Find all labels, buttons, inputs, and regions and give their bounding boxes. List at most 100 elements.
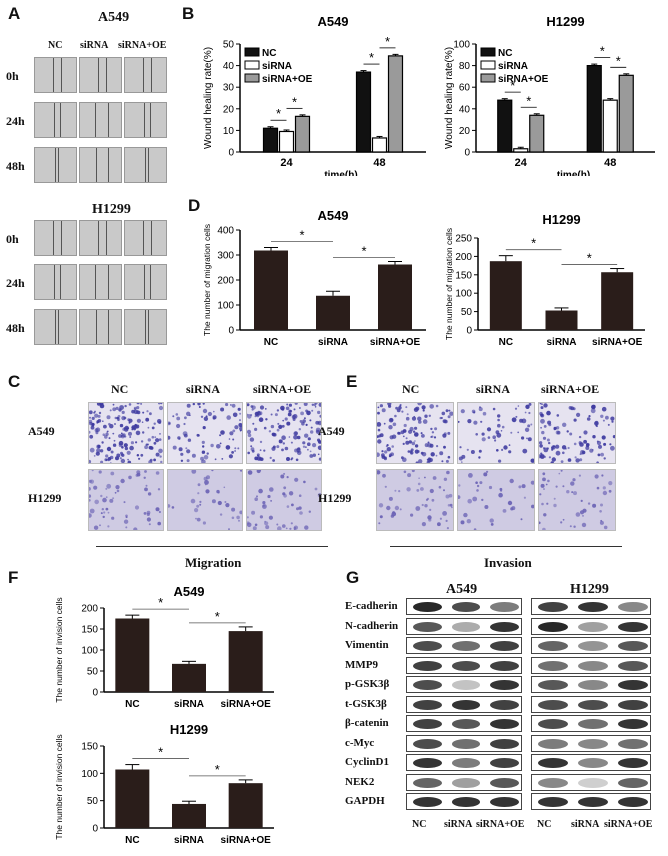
- stained-cell: [547, 420, 552, 425]
- stained-cell: [200, 415, 204, 418]
- stained-cell: [201, 440, 205, 444]
- stained-cell: [123, 501, 126, 504]
- stained-cell: [231, 516, 235, 520]
- stained-cell: [573, 418, 577, 422]
- stained-cell: [276, 445, 280, 449]
- stained-cell: [312, 443, 317, 448]
- stained-cell: [415, 506, 421, 511]
- blot-strip: [406, 676, 522, 693]
- stained-cell: [508, 450, 512, 454]
- stained-cell: [556, 414, 560, 417]
- stained-cell: [479, 406, 481, 408]
- stained-cell: [268, 515, 273, 520]
- stain-texture: [247, 403, 321, 462]
- stained-cell: [439, 517, 442, 520]
- x-tick-label: 24: [280, 157, 293, 169]
- stained-cell: [417, 403, 422, 406]
- stained-cell: [151, 426, 155, 430]
- protein-band: [451, 738, 481, 749]
- blot-protein-label: GAPDH: [345, 795, 385, 807]
- stained-cell: [224, 501, 227, 503]
- stained-cell: [186, 403, 191, 408]
- stained-cell: [247, 470, 253, 475]
- chart-f-h1299: H1299 0 50 100 150 The number of invision cel…: [54, 722, 274, 846]
- stained-cell: [498, 459, 502, 463]
- stained-cell: [596, 461, 599, 463]
- stained-cell: [543, 425, 547, 428]
- stained-cell: [409, 426, 414, 432]
- stained-cell: [418, 477, 420, 479]
- stained-cell: [435, 454, 438, 457]
- protein-band: [538, 602, 568, 612]
- stained-cell: [475, 481, 478, 484]
- stained-cell: [498, 492, 503, 498]
- stained-cell: [511, 506, 516, 511]
- y-tick-label: 60: [459, 83, 471, 94]
- stained-cell: [264, 520, 266, 523]
- stained-cell: [307, 448, 309, 451]
- stained-cell: [109, 409, 112, 412]
- stain-col-header: NC: [111, 382, 129, 396]
- wound-edge-line: [55, 310, 56, 344]
- stained-cell: [232, 412, 238, 418]
- stained-cell: [127, 460, 132, 463]
- stain-image: [376, 469, 454, 531]
- stained-cell: [256, 411, 262, 416]
- stained-cell: [561, 445, 567, 450]
- stained-cell: [228, 438, 231, 440]
- stained-cell: [443, 489, 445, 492]
- stained-cell: [247, 521, 250, 525]
- y-tick-label: 40: [223, 61, 235, 72]
- stained-cell: [259, 405, 265, 410]
- stained-cell: [217, 491, 220, 494]
- stained-cell: [502, 509, 507, 513]
- stained-cell: [106, 483, 112, 489]
- panel-label-b: B: [182, 4, 195, 23]
- stained-cell: [259, 440, 263, 444]
- stained-cell: [221, 458, 224, 460]
- stained-cell: [427, 441, 430, 444]
- panel-a-row-label: 0h: [6, 232, 19, 246]
- stained-cell: [377, 428, 381, 432]
- wound-image: [34, 147, 77, 183]
- stained-cell: [445, 519, 448, 522]
- bar: [278, 130, 295, 153]
- blot-strip: [406, 656, 522, 674]
- protein-band: [490, 641, 519, 651]
- protein-band: [618, 758, 648, 768]
- stained-cell: [258, 488, 263, 494]
- wound-edge-line: [59, 265, 61, 299]
- stained-cell: [306, 410, 311, 416]
- stained-cell: [101, 441, 104, 444]
- stained-cell: [125, 526, 128, 529]
- stained-cell: [120, 458, 126, 463]
- stained-cell: [259, 449, 262, 452]
- stained-cell: [377, 422, 382, 427]
- stained-cell: [525, 404, 530, 409]
- stained-cell: [578, 474, 581, 477]
- panel-a-row-label: 24h: [6, 114, 25, 128]
- stain-texture: [377, 403, 453, 463]
- y-tick-label: 100: [453, 40, 470, 51]
- stained-cell: [286, 421, 291, 426]
- protein-band: [413, 660, 442, 671]
- stained-cell: [298, 428, 301, 431]
- stained-cell: [389, 435, 394, 440]
- stained-cell: [133, 527, 138, 530]
- stained-cell: [579, 458, 583, 462]
- stained-cell: [587, 502, 591, 505]
- stained-cell: [263, 449, 266, 452]
- significance-star: *: [215, 762, 220, 777]
- stained-cell: [600, 503, 603, 507]
- stained-cell: [467, 498, 472, 504]
- stained-cell: [436, 445, 439, 448]
- stained-cell: [309, 419, 312, 422]
- stained-cell: [285, 527, 288, 530]
- protein-band: [578, 738, 608, 749]
- stained-cell: [439, 451, 444, 456]
- stained-cell: [460, 409, 465, 414]
- y-tick-label: 150: [81, 742, 98, 753]
- stained-cell: [89, 421, 93, 426]
- wound-edge-line: [95, 103, 96, 137]
